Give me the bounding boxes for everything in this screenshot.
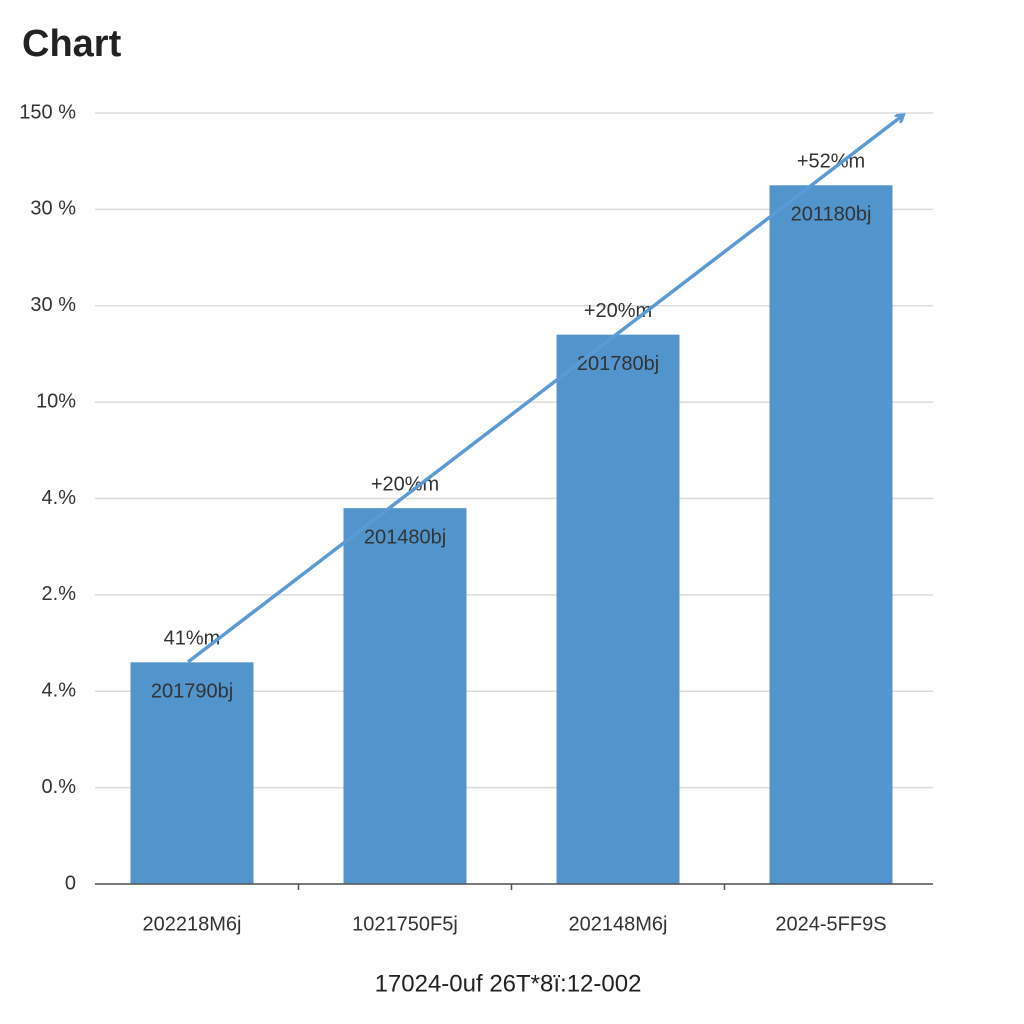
bar [130, 662, 254, 884]
trend-arrow [186, 116, 902, 664]
bar-label: 201480bj [364, 526, 446, 548]
bar [769, 185, 893, 884]
y-tick-label: 4.% [42, 680, 77, 702]
change-label: +20%m [371, 473, 439, 495]
y-tick-label: 4.% [42, 487, 77, 509]
x-axis-label: 17024-0uf 26T*8ï:12-002 [375, 970, 642, 997]
y-tick-label: 0 [65, 872, 76, 894]
chart-title: Chart [22, 23, 122, 65]
bar-label: 201180bj [791, 204, 872, 226]
change-label: +20%m [584, 300, 652, 322]
x-tick-label: 2024-5FF9S [775, 913, 886, 935]
plot-area: 0 0.% 4.% 2.% 4.% 10% 30 % 30 % 150 % 202218M6j 20… [19, 101, 933, 935]
bar [343, 508, 467, 884]
bar [556, 334, 680, 885]
y-tick-label: 2.% [42, 583, 77, 605]
x-tick-label: 202148M6j [569, 913, 668, 935]
x-tick-label: 1021750F5j [352, 913, 458, 935]
y-tick-label: 30 % [30, 294, 76, 316]
y-tick-label: 30 % [30, 198, 76, 220]
y-tick-label: 150 % [19, 101, 76, 123]
y-tick-label: 0.% [42, 776, 77, 798]
y-tick-label: 10% [36, 390, 76, 412]
x-tick-label: 202218M6j [143, 913, 242, 935]
change-label: 41%m [164, 628, 221, 650]
bar-label: 201780bj [577, 353, 659, 375]
bar-label: 201790bj [151, 681, 233, 703]
